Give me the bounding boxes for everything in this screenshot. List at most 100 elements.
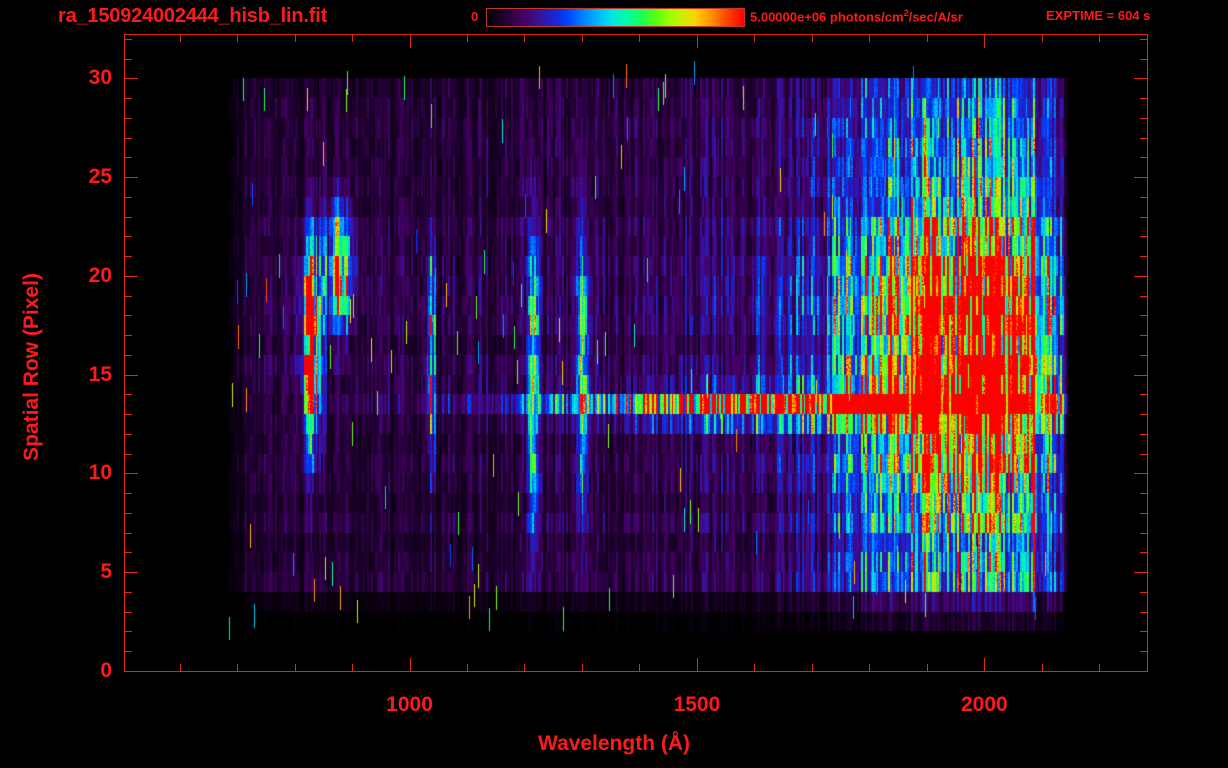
x-minor-tick-top — [524, 35, 526, 42]
x-minor-tick — [1099, 664, 1101, 671]
y-minor-tick — [125, 256, 132, 258]
y-minor-tick-right — [1140, 38, 1147, 40]
y-minor-tick — [125, 394, 132, 396]
x-major-tick-top — [984, 35, 986, 48]
y-minor-tick-right — [1140, 651, 1147, 653]
y-minor-tick-right — [1140, 433, 1147, 435]
y-minor-tick — [125, 117, 132, 119]
y-minor-tick-right — [1140, 591, 1147, 593]
x-minor-tick — [1041, 664, 1043, 671]
y-minor-tick-right — [1140, 335, 1147, 337]
x-tick-label: 2000 — [960, 693, 1008, 716]
y-tick-label: 20 — [88, 263, 112, 287]
colorbar-min-label: 0 — [471, 9, 479, 24]
x-major-tick-top — [409, 35, 411, 48]
y-minor-tick-right — [1140, 611, 1147, 613]
x-minor-tick-top — [869, 35, 871, 42]
x-minor-tick — [869, 664, 871, 671]
y-minor-tick — [125, 433, 132, 435]
y-minor-tick-right — [1140, 137, 1147, 139]
y-minor-tick — [125, 295, 132, 297]
y-minor-tick — [125, 216, 132, 218]
y-tick-label: 5 — [100, 560, 112, 584]
y-minor-tick — [125, 137, 132, 139]
y-minor-tick — [125, 157, 132, 159]
x-minor-tick-top — [467, 35, 468, 42]
y-axis-title: Spatial Row (Pixel) — [20, 273, 43, 461]
x-major-tick-top — [696, 35, 698, 48]
y-major-tick — [125, 572, 138, 574]
y-minor-tick — [125, 196, 132, 198]
y-minor-tick-right — [1140, 236, 1147, 238]
colorbar-units-suffix: /sec/A/sr — [908, 9, 963, 25]
y-minor-tick-right — [1140, 117, 1147, 119]
y-minor-tick — [125, 631, 132, 633]
y-minor-tick — [125, 58, 132, 60]
x-minor-tick-top — [352, 35, 354, 42]
y-major-tick-right — [1134, 374, 1147, 376]
y-minor-tick-right — [1140, 631, 1147, 633]
x-minor-tick-top — [639, 35, 641, 42]
y-minor-tick-right — [1140, 295, 1147, 297]
x-minor-tick-top — [581, 35, 583, 42]
spectrogram-image — [125, 35, 1147, 671]
y-major-tick-right — [1134, 473, 1147, 475]
colorbar — [486, 8, 745, 27]
x-minor-tick — [926, 664, 928, 671]
y-major-tick — [125, 473, 138, 475]
y-minor-tick-right — [1140, 354, 1147, 356]
y-minor-tick-right — [1140, 552, 1147, 554]
y-major-tick — [125, 275, 138, 277]
x-minor-tick — [524, 664, 526, 671]
y-major-tick-right — [1134, 275, 1147, 277]
y-major-tick — [125, 177, 138, 179]
y-minor-tick — [125, 453, 132, 455]
y-minor-tick — [125, 236, 132, 238]
y-tick-label: 0 — [100, 659, 112, 682]
y-minor-tick — [125, 532, 132, 534]
x-minor-tick-top — [1041, 35, 1043, 42]
y-minor-tick — [125, 38, 132, 40]
y-minor-tick — [125, 512, 132, 514]
x-minor-tick-top — [179, 35, 181, 42]
y-major-tick-right — [1134, 78, 1147, 80]
y-major-tick-right — [1134, 572, 1147, 574]
y-minor-tick — [125, 335, 132, 337]
x-minor-tick-top — [294, 35, 296, 42]
x-tick-label: 1000 — [386, 693, 433, 716]
x-minor-tick-top — [1099, 35, 1101, 42]
y-minor-tick — [125, 354, 132, 356]
y-minor-tick-right — [1140, 315, 1147, 317]
colorbar-max-label: 5.00000e+06 photons/cm2/sec/A/sr — [750, 8, 963, 24]
page-title: ra_150924002444_hisb_lin.fit — [58, 5, 328, 27]
y-minor-tick-right — [1140, 196, 1147, 198]
x-minor-tick — [639, 664, 641, 671]
x-minor-tick — [179, 664, 181, 671]
x-minor-tick-top — [237, 35, 239, 42]
y-minor-tick — [125, 591, 132, 593]
y-minor-tick-right — [1140, 512, 1147, 514]
y-minor-tick-right — [1140, 493, 1147, 495]
x-major-tick — [984, 658, 986, 671]
exposure-time-label: EXPTIME = 604 s — [1046, 8, 1151, 23]
y-minor-tick-right — [1140, 532, 1147, 534]
x-minor-tick — [352, 664, 354, 671]
x-major-tick — [409, 658, 411, 671]
x-minor-tick — [467, 664, 468, 671]
y-minor-tick — [125, 98, 132, 100]
y-tick-label: 15 — [88, 362, 112, 386]
y-minor-tick-right — [1140, 414, 1147, 416]
x-tick-label: 1500 — [673, 693, 721, 716]
x-minor-tick-top — [754, 35, 756, 42]
y-minor-tick-right — [1140, 98, 1147, 100]
x-axis-title: Wavelength (Å) — [537, 732, 691, 755]
y-minor-tick — [125, 414, 132, 416]
y-minor-tick-right — [1140, 157, 1147, 159]
x-minor-tick — [237, 664, 239, 671]
y-minor-tick-right — [1140, 58, 1147, 60]
x-major-tick — [696, 658, 698, 671]
y-major-tick — [125, 374, 138, 376]
colorbar-units-prefix: photons/cm — [829, 9, 904, 25]
x-minor-tick — [294, 664, 296, 671]
